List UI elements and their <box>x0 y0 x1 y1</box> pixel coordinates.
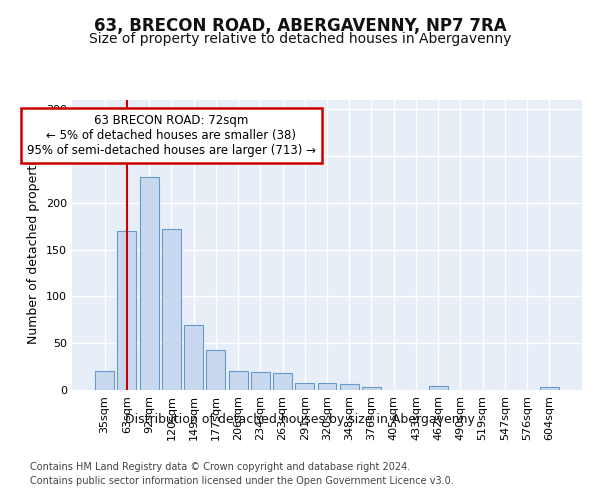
Bar <box>229 372 248 390</box>
Y-axis label: Number of detached properties: Number of detached properties <box>28 146 40 344</box>
Bar <box>162 229 181 390</box>
Text: 63 BRECON ROAD: 72sqm
← 5% of detached houses are smaller (38)
95% of semi-detac: 63 BRECON ROAD: 72sqm ← 5% of detached h… <box>27 114 316 157</box>
Text: 63, BRECON ROAD, ABERGAVENNY, NP7 7RA: 63, BRECON ROAD, ABERGAVENNY, NP7 7RA <box>94 18 506 36</box>
Bar <box>273 373 292 390</box>
Bar <box>184 324 203 390</box>
Bar <box>206 350 225 390</box>
Bar <box>540 387 559 390</box>
Text: Size of property relative to detached houses in Abergavenny: Size of property relative to detached ho… <box>89 32 511 46</box>
Bar <box>362 387 381 390</box>
Bar <box>95 372 114 390</box>
Bar <box>317 384 337 390</box>
Bar <box>251 372 270 390</box>
Bar <box>140 176 158 390</box>
Bar <box>429 386 448 390</box>
Bar <box>295 384 314 390</box>
Text: Contains public sector information licensed under the Open Government Licence v3: Contains public sector information licen… <box>30 476 454 486</box>
Bar <box>340 384 359 390</box>
Text: Distribution of detached houses by size in Abergavenny: Distribution of detached houses by size … <box>125 412 475 426</box>
Bar <box>118 231 136 390</box>
Text: Contains HM Land Registry data © Crown copyright and database right 2024.: Contains HM Land Registry data © Crown c… <box>30 462 410 472</box>
